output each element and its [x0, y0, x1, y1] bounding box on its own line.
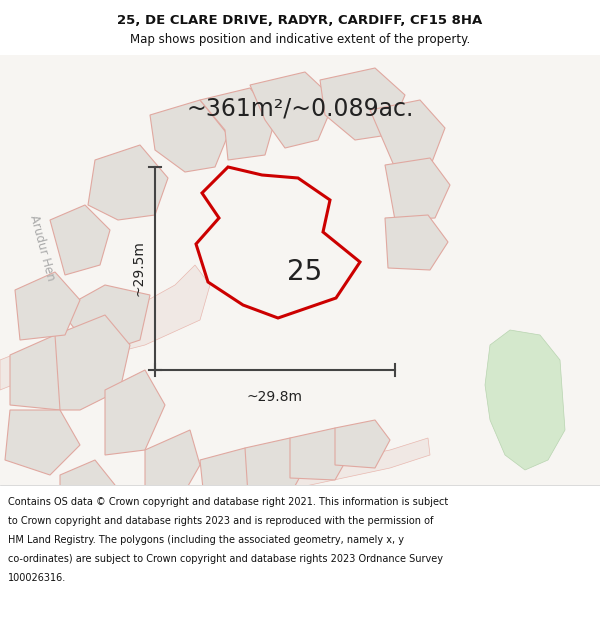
Polygon shape — [180, 438, 430, 510]
Polygon shape — [150, 100, 228, 172]
Polygon shape — [88, 145, 168, 220]
Polygon shape — [370, 100, 445, 168]
Polygon shape — [200, 88, 275, 160]
Polygon shape — [485, 330, 565, 470]
Polygon shape — [60, 285, 150, 355]
Text: 25, DE CLARE DRIVE, RADYR, CARDIFF, CF15 8HA: 25, DE CLARE DRIVE, RADYR, CARDIFF, CF15… — [118, 14, 482, 27]
Text: ~29.8m: ~29.8m — [247, 390, 303, 404]
Polygon shape — [200, 448, 265, 510]
Polygon shape — [385, 158, 450, 220]
Polygon shape — [50, 205, 110, 275]
Polygon shape — [0, 265, 210, 390]
Text: ~361m²/~0.089ac.: ~361m²/~0.089ac. — [187, 96, 413, 120]
Bar — [0, 0, 600, 55]
Polygon shape — [5, 410, 80, 475]
Bar — [0, 55, 600, 485]
Text: Map shows position and indicative extent of the property.: Map shows position and indicative extent… — [130, 33, 470, 46]
Bar — [0, 485, 600, 625]
Polygon shape — [10, 335, 80, 410]
Polygon shape — [55, 315, 130, 410]
Polygon shape — [250, 72, 335, 148]
Polygon shape — [290, 428, 352, 480]
Polygon shape — [196, 167, 360, 318]
Text: 100026316.: 100026316. — [8, 573, 66, 583]
Text: co-ordinates) are subject to Crown copyright and database rights 2023 Ordnance S: co-ordinates) are subject to Crown copyr… — [8, 554, 443, 564]
Polygon shape — [320, 68, 405, 140]
Text: ~29.5m: ~29.5m — [131, 241, 145, 296]
Polygon shape — [105, 370, 165, 455]
Text: Contains OS data © Crown copyright and database right 2021. This information is : Contains OS data © Crown copyright and d… — [8, 497, 448, 507]
Polygon shape — [385, 215, 448, 270]
Polygon shape — [15, 272, 80, 340]
Text: to Crown copyright and database rights 2023 and is reproduced with the permissio: to Crown copyright and database rights 2… — [8, 516, 433, 526]
Polygon shape — [145, 430, 200, 500]
Text: 25: 25 — [287, 258, 323, 286]
Polygon shape — [245, 438, 308, 495]
Text: Arudur Hen: Arudur Hen — [27, 214, 57, 282]
Polygon shape — [60, 460, 115, 520]
Polygon shape — [335, 420, 390, 468]
Text: HM Land Registry. The polygons (including the associated geometry, namely x, y: HM Land Registry. The polygons (includin… — [8, 535, 404, 545]
